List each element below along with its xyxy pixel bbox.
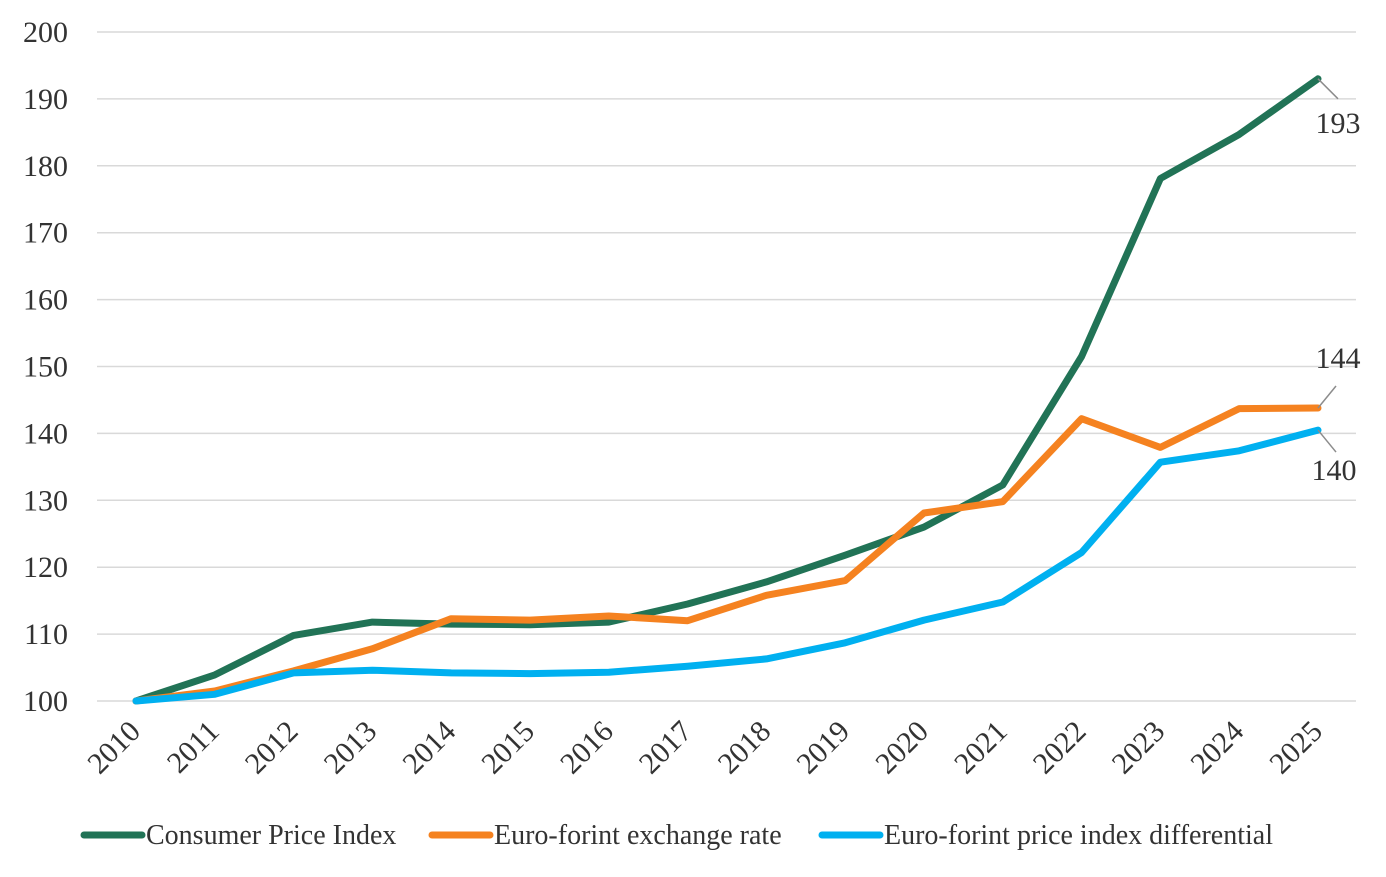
y-tick-label: 100	[23, 685, 68, 718]
gridlines	[97, 31, 1356, 702]
x-tick-label: 2015	[475, 715, 541, 781]
x-tick-label: 2022	[1027, 715, 1093, 781]
series-line-3	[132, 426, 1322, 705]
end-value-label: 140	[1312, 454, 1357, 487]
end-data-labels: 193 144 140	[1312, 78, 1361, 487]
y-tick-label: 120	[23, 551, 68, 584]
x-tick-label: 2011	[161, 715, 226, 780]
series-lines	[132, 75, 1322, 705]
end-value-label: 193	[1316, 107, 1361, 140]
legend-label: Euro-forint price index differential	[884, 820, 1273, 851]
legend-label: Euro-forint exchange rate	[494, 820, 782, 851]
y-tick-label: 130	[23, 484, 68, 517]
x-tick-label: 2014	[396, 715, 462, 781]
y-tick-label: 180	[23, 150, 68, 183]
x-tick-label: 2012	[239, 715, 305, 781]
y-tick-label: 170	[23, 217, 68, 250]
x-tick-label: 2021	[948, 715, 1014, 781]
x-tick-label: 2024	[1184, 715, 1250, 781]
x-tick-label: 2019	[790, 715, 856, 781]
y-tick-label: 150	[23, 351, 68, 384]
y-tick-label: 200	[23, 16, 68, 49]
y-tick-label: 140	[23, 417, 68, 450]
x-tick-label: 2017	[633, 715, 699, 781]
x-axis-ticks: 2010 2011 2012 2013 2014 2015 2016 2017 2018 2019…	[81, 715, 1329, 781]
x-tick-label: 2010	[81, 715, 147, 781]
series-line-1	[132, 75, 1322, 705]
leader-line	[1317, 429, 1337, 453]
legend-label: Consumer Price Index	[146, 820, 396, 851]
leader-line	[1317, 78, 1339, 100]
y-tick-label: 190	[23, 83, 68, 116]
end-value-label: 144	[1316, 342, 1361, 375]
x-tick-label: 2023	[1106, 715, 1172, 781]
legend: Consumer Price Index Euro-forint exchange…	[80, 820, 1273, 851]
x-tick-label: 2018	[712, 715, 778, 781]
x-tick-label: 2016	[554, 715, 620, 781]
x-tick-label: 2013	[318, 715, 384, 781]
series-line-2	[132, 404, 1322, 705]
x-tick-label: 2025	[1263, 715, 1329, 781]
y-tick-label: 160	[23, 284, 68, 317]
y-axis-ticks: 100 110 120 130 140 150 160 170 180 190 200	[23, 16, 68, 718]
x-tick-label: 2020	[869, 715, 935, 781]
y-tick-label: 110	[24, 618, 68, 651]
leader-line	[1317, 385, 1337, 409]
